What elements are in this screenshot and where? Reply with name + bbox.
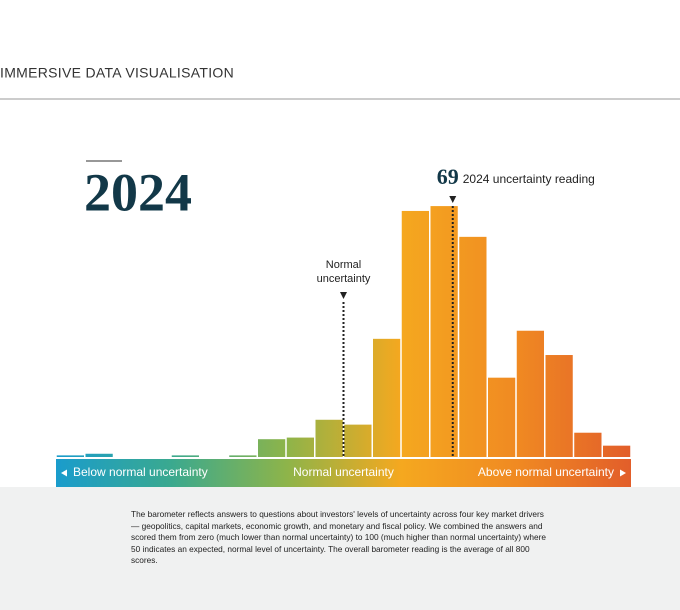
bar [373, 338, 401, 457]
bar [85, 453, 113, 457]
bar [401, 210, 429, 457]
uncertainty-band [56, 459, 631, 487]
bar [315, 419, 343, 457]
bar [574, 432, 602, 457]
bar [344, 424, 372, 457]
bar [459, 236, 487, 457]
bar [488, 377, 516, 457]
arrow-left [61, 469, 67, 477]
bar [229, 455, 257, 457]
bar [516, 330, 544, 457]
bar [545, 355, 573, 457]
footer [0, 487, 680, 610]
reading-value: 69 [437, 164, 459, 189]
marker-label: Normal [326, 259, 361, 271]
bar [286, 437, 314, 457]
band-label: Normal uncertainty [293, 465, 394, 479]
bar [56, 455, 84, 457]
marker-label: uncertainty [317, 273, 371, 285]
bar [603, 445, 631, 457]
arrow-right [620, 469, 626, 477]
reading-label: 2024 uncertainty reading [463, 172, 595, 186]
band-label: Below normal uncertainty [73, 465, 208, 479]
bar [258, 439, 286, 457]
chart-title: 2024 [84, 162, 192, 222]
bar [171, 455, 199, 457]
footer-text: The barometer reflects answers to questi… [131, 509, 547, 565]
marker-arrow [449, 196, 457, 203]
header-title: IMMERSIVE DATA VISUALISATION [0, 65, 234, 81]
band-label: Above normal uncertainty [478, 465, 614, 479]
marker-arrow [340, 292, 347, 299]
